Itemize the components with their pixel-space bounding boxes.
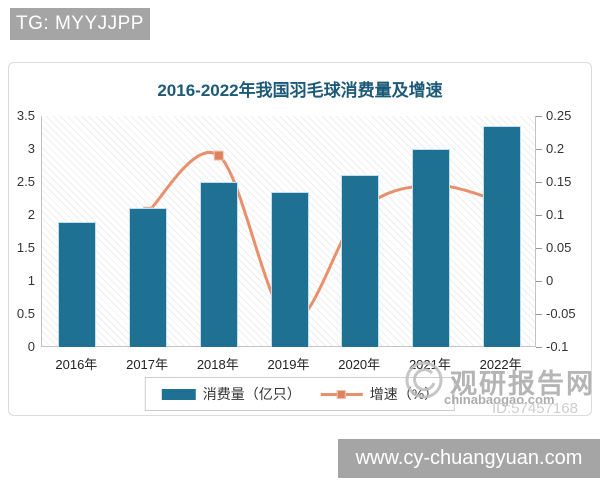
bar-2020年	[341, 175, 380, 347]
legend-label-consumption: 消费量（亿只）	[202, 386, 301, 402]
bar-2021年	[411, 149, 450, 347]
right-axis-tick--0.1: -0.1	[546, 339, 569, 354]
legend-label-growth: 增速（%）	[369, 386, 439, 402]
source-url-text: www.cy-chuangyuan.com	[355, 447, 583, 469]
bar-2017年	[129, 208, 168, 347]
legend-item-consumption: 消费量（亿只）	[161, 384, 301, 404]
left-axis-tick-3.5: 3.5	[16, 108, 35, 123]
telegram-watermark-badge: TG: MYYJJPP	[10, 8, 150, 40]
right-axis-tick-0.2: 0.2	[546, 141, 565, 156]
right-axis-tickmark	[536, 215, 542, 216]
bar-2022年	[482, 125, 521, 347]
left-axis-tick-3: 3	[27, 141, 35, 156]
right-axis-tick-0.05: 0.05	[546, 240, 572, 255]
plot-area	[41, 116, 536, 347]
x-axis-label-2021年: 2021年	[408, 357, 451, 372]
bar-2016年	[58, 221, 97, 347]
source-url-watermark-badge: www.cy-chuangyuan.com	[338, 439, 600, 478]
right-axis-tickmark	[536, 314, 542, 315]
right-axis-tick-0: 0	[546, 273, 554, 288]
right-axis-tickmark	[536, 248, 542, 249]
right-axis-tick--0.05: -0.05	[546, 306, 576, 321]
right-axis-tickmark	[536, 281, 542, 282]
chart-container: 2016-2022年我国羽毛球消费量及增速 消费量（亿只） 增速（%） 0 0.5…	[8, 62, 592, 416]
line-series-swatch-icon	[320, 389, 363, 400]
right-axis-tickmark	[536, 116, 542, 117]
legend-item-growth: 增速（%）	[320, 384, 439, 404]
bar-series-swatch-icon	[161, 388, 196, 400]
bar-2018年	[199, 182, 238, 347]
left-axis-tick-1.5: 1.5	[16, 240, 35, 255]
x-axis-label-2016年: 2016年	[55, 357, 98, 372]
right-axis-tickmark	[536, 347, 542, 348]
x-axis-label-2018年: 2018年	[196, 357, 239, 372]
right-axis-tick-0.1: 0.1	[546, 207, 565, 222]
chart-title: 2016-2022年我国羽毛球消费量及增速	[157, 81, 443, 100]
right-axis-tickmark	[536, 149, 542, 150]
x-axis-label-2022年: 2022年	[479, 357, 522, 372]
right-axis-tickmark	[536, 182, 542, 183]
left-axis-tick-0.5: 0.5	[16, 306, 35, 321]
chart-legend: 消费量（亿只） 增速（%）	[144, 377, 456, 411]
x-axis-label-2020年: 2020年	[338, 357, 381, 372]
bar-2019年	[270, 191, 309, 347]
left-axis-tick-2: 2	[27, 207, 35, 222]
x-axis-label-2019年: 2019年	[267, 357, 310, 372]
left-axis-tick-2.5: 2.5	[16, 174, 35, 189]
left-axis-tick-0: 0	[27, 339, 35, 354]
x-axis-label-2017年: 2017年	[126, 357, 169, 372]
growth-marker	[213, 150, 224, 161]
telegram-watermark-text: TG: MYYJJPP	[16, 13, 144, 34]
left-axis-tick-1: 1	[27, 273, 35, 288]
right-axis-tick-0.25: 0.25	[546, 108, 572, 123]
right-axis-tick-0.15: 0.15	[546, 174, 572, 189]
